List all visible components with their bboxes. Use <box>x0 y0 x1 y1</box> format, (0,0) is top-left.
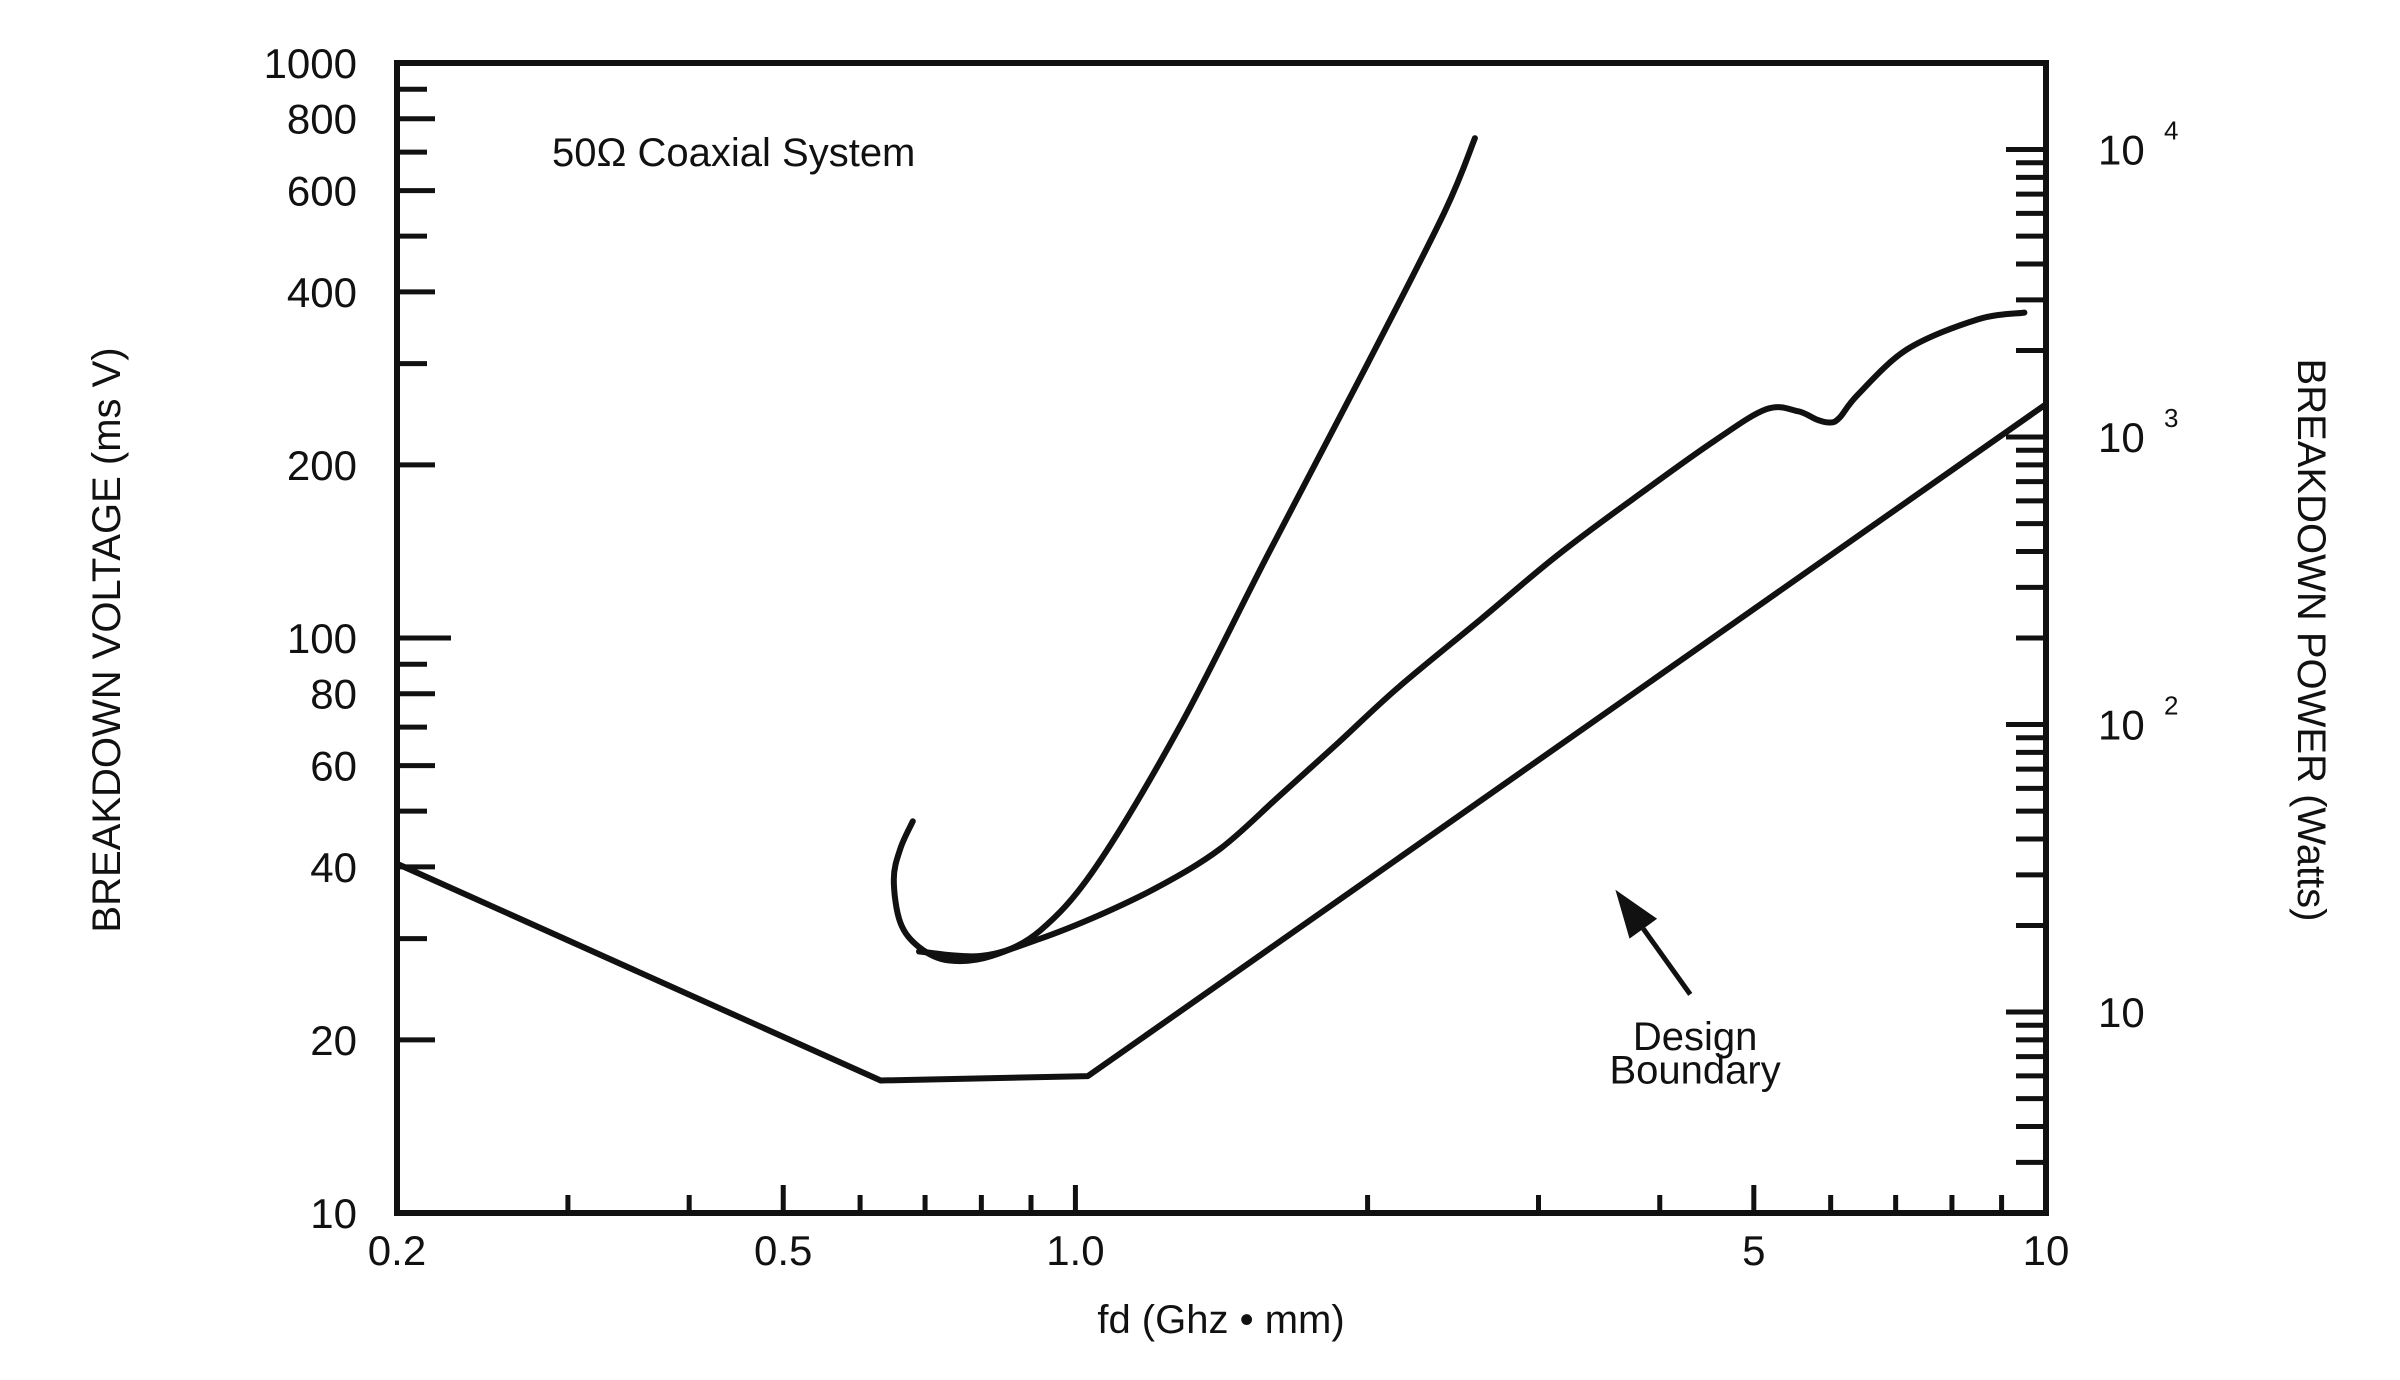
y-tick-label: 400 <box>287 269 357 316</box>
x-axis-label: fd (Ghz • mm) <box>1097 1298 1344 1342</box>
y-tick-label: 800 <box>287 96 357 143</box>
y2-tick-exponent: 3 <box>2164 403 2178 433</box>
x-tick-label: 1.0 <box>1046 1227 1104 1274</box>
y2-tick-label: 10 <box>2098 127 2145 174</box>
breakdown-curve-1 <box>890 135 1478 964</box>
y-tick-label: 40 <box>310 844 357 891</box>
y-tick-label: 1000 <box>264 40 357 87</box>
x-tick-label: 0.2 <box>368 1227 426 1274</box>
breakdown-curve-2 <box>916 309 2028 960</box>
y-tick-label: 10 <box>310 1190 357 1237</box>
x-tick-label: 0.5 <box>754 1227 812 1274</box>
y2-tick-exponent: 2 <box>2164 691 2178 721</box>
y-tick-label: 60 <box>310 743 357 790</box>
y-tick-label: 200 <box>287 442 357 489</box>
y2-tick-exponent: 4 <box>2164 116 2178 146</box>
coaxial-annotation: 50Ω Coaxial System <box>552 131 915 175</box>
y-tick-label: 20 <box>310 1017 357 1064</box>
arrow-head <box>1615 889 1658 939</box>
tick-labels: 0.2 0.5 1.0 5 10 10 20 40 60 80 100 200 400 600 800 100… <box>264 40 2179 1274</box>
plot-frame <box>394 60 2049 1216</box>
y-axis-label: BREAKDOWN VOLTAGE (ms V) <box>85 347 129 932</box>
design-label: Design <box>1633 1015 1758 1059</box>
boundary-label: Boundary <box>1610 1048 1781 1092</box>
ticks <box>397 86 2046 1213</box>
y-tick-label: 80 <box>310 671 357 718</box>
x-tick-label: 5 <box>1742 1227 1765 1274</box>
series-layer <box>394 135 2049 1084</box>
y2-tick-label: 10 <box>2098 702 2145 749</box>
y2-axis-label: BREAKDOWN POWER (Watts) <box>2289 359 2333 922</box>
design-boundary-line <box>394 401 2049 1084</box>
y-tick-label: 100 <box>287 615 357 662</box>
arrow-shaft <box>1641 927 1693 996</box>
y-tick-label: 600 <box>287 168 357 215</box>
x-tick-label: 10 <box>2023 1227 2070 1274</box>
y2-tick-label: 10 <box>2098 414 2145 461</box>
y2-tick-label: 10 <box>2098 989 2145 1036</box>
